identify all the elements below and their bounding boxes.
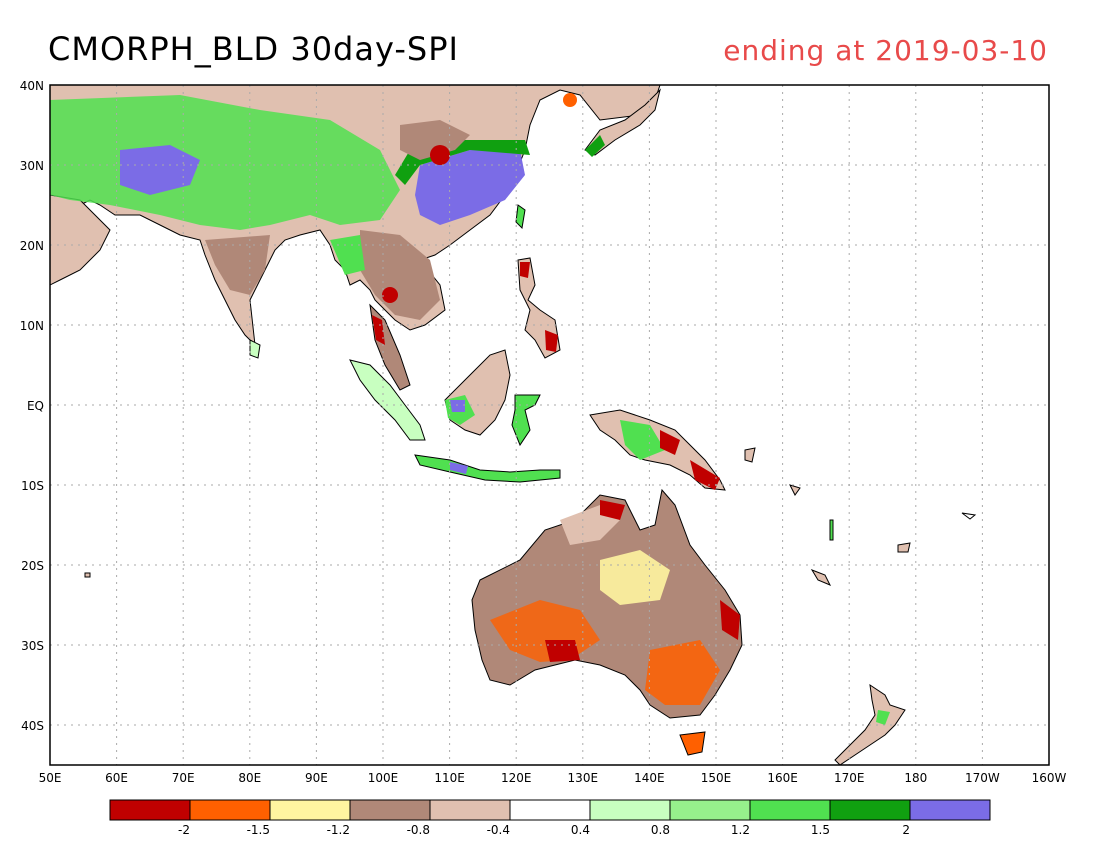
landmass-japan — [584, 88, 661, 156]
landmass-arabia — [50, 194, 111, 286]
colorbar-label: 0.4 — [571, 823, 590, 837]
lat-tick: 40N — [20, 79, 44, 93]
lat-axis: 40N 30N 20N 10N EQ 10S 20S 30S 40S — [20, 79, 44, 733]
colorbar-label: -1.5 — [247, 823, 270, 837]
lat-tick: 20N — [20, 239, 44, 253]
colorbar-swatch — [669, 799, 751, 821]
lat-tick: 30S — [21, 639, 44, 653]
lon-tick: 150E — [701, 771, 732, 785]
lon-tick: 160W — [1032, 771, 1067, 785]
lon-tick: 140E — [634, 771, 665, 785]
wet-region-china-east — [415, 150, 525, 225]
colorbar-label: -0.8 — [407, 823, 430, 837]
colorbar-label: -1.2 — [327, 823, 350, 837]
lon-tick: 120E — [501, 771, 532, 785]
lon-tick: 60E — [105, 771, 128, 785]
colorbar-swatch — [429, 799, 511, 821]
lon-tick: 90E — [305, 771, 328, 785]
dry-spot-china — [430, 145, 450, 165]
lon-tick: 170E — [834, 771, 865, 785]
lat-tick: 10N — [20, 319, 44, 333]
landmass-borneo — [444, 349, 511, 436]
wet-region-tibet — [120, 145, 200, 195]
lon-tick: 100E — [368, 771, 399, 785]
lon-tick: 50E — [39, 771, 62, 785]
colorbar-swatch — [109, 799, 191, 821]
lat-tick: 40S — [21, 719, 44, 733]
lon-axis: 50E 60E 70E 80E 90E 100E 110E 120E 130E … — [39, 771, 1067, 785]
map-gridlines — [50, 85, 1049, 765]
lon-tick: 160E — [767, 771, 798, 785]
landmass-sumatra — [349, 359, 426, 441]
wet-region-north-asia — [50, 95, 400, 230]
lon-tick: 130E — [568, 771, 599, 785]
colorbar-label: -2 — [178, 823, 190, 837]
lon-tick: 80E — [238, 771, 261, 785]
dry-region-china — [400, 120, 470, 160]
lat-tick: 20S — [21, 559, 44, 573]
colorbar-legend: -2 -1.5 -1.2 -0.8 -0.4 0.4 0.8 1.2 1.5 2 — [109, 799, 991, 837]
lon-tick: 70E — [172, 771, 195, 785]
map-frame — [49, 84, 1050, 766]
colorbar-swatch — [349, 799, 431, 821]
dry-region-india — [205, 235, 270, 295]
landmass-java — [414, 454, 561, 483]
colorbar-swatch — [749, 799, 831, 821]
colorbar-label: 1.2 — [731, 823, 750, 837]
lon-tick: 110E — [434, 771, 465, 785]
colorbar-swatch — [829, 799, 911, 821]
lat-tick: 10S — [21, 479, 44, 493]
colorbar-label: 1.5 — [811, 823, 830, 837]
map-subtitle-date: ending at 2019-03-10 — [723, 34, 1048, 67]
map-title: CMORPH_BLD 30day-SPI — [48, 30, 459, 68]
colorbar-swatch — [189, 799, 271, 821]
map-field — [50, 85, 977, 765]
lat-tick: EQ — [27, 399, 44, 413]
lon-tick: 180 — [904, 771, 927, 785]
colorbar-swatch — [589, 799, 671, 821]
colorbar-label: 0.8 — [651, 823, 670, 837]
colorbar-swatch — [509, 799, 591, 821]
colorbar-label: 2 — [902, 823, 910, 837]
dry-spot-korea — [563, 93, 577, 107]
colorbar-swatch — [909, 799, 991, 821]
lat-tick: 30N — [20, 159, 44, 173]
colorbar-swatch — [269, 799, 351, 821]
dry-spot-thailand — [382, 287, 398, 303]
colorbar-label: -0.4 — [487, 823, 510, 837]
lon-tick: 170W — [965, 771, 1000, 785]
dry-region-indochina — [360, 230, 440, 320]
